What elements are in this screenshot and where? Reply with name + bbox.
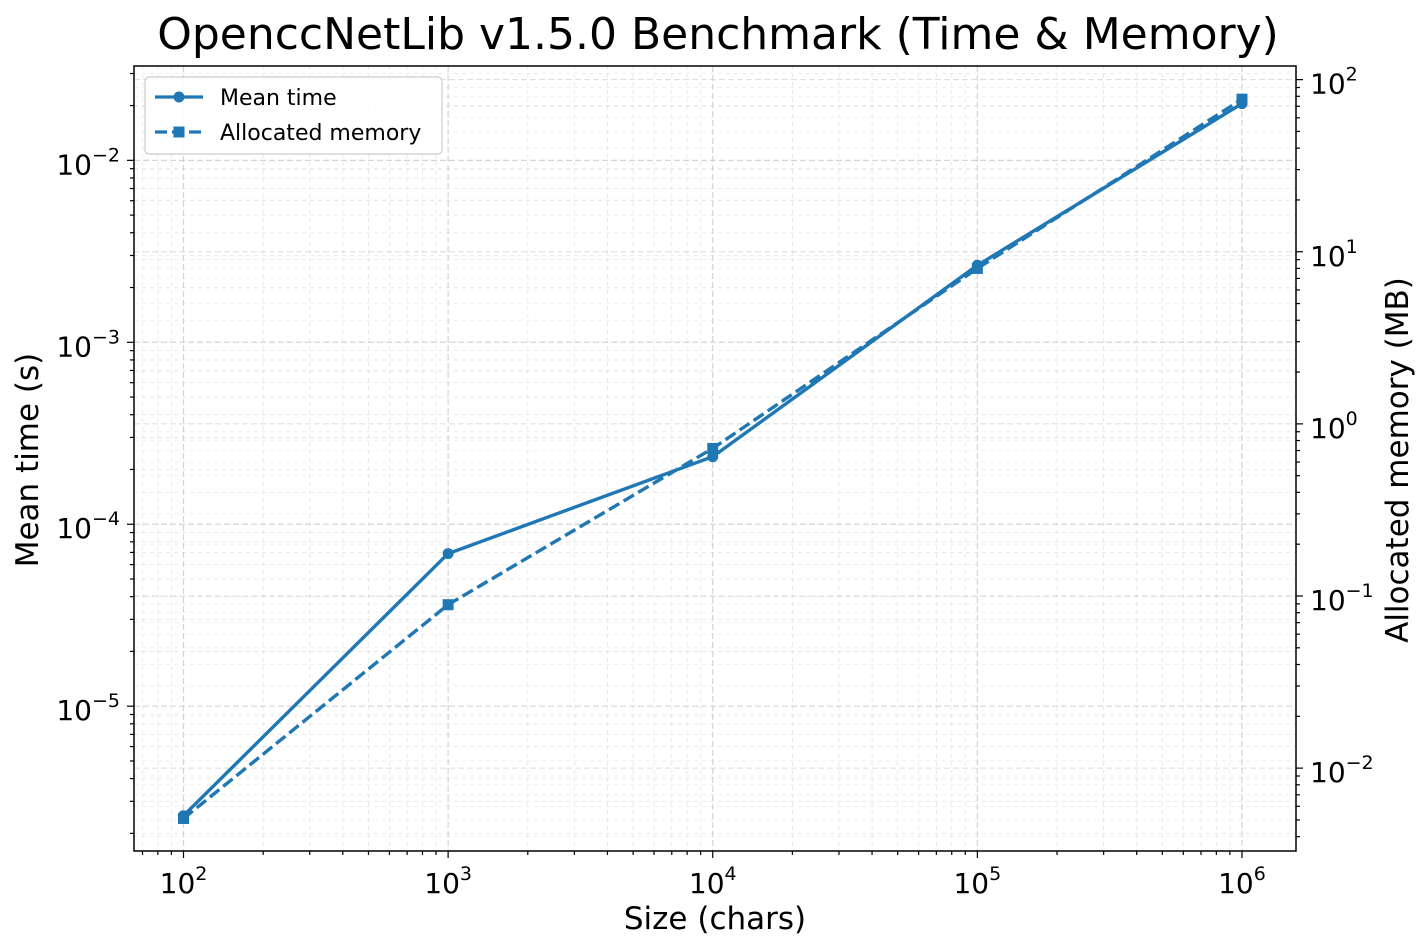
x-tick-label: 103 bbox=[424, 863, 472, 900]
tick-label-exponent: 2 bbox=[1346, 64, 1358, 86]
chart-title: OpenccNetLib v1.5.0 Benchmark (Time & Me… bbox=[157, 9, 1279, 60]
tick-label-base: 10 bbox=[953, 867, 989, 900]
y-tick-label: 10−3 bbox=[56, 326, 120, 363]
tick-label-base: 10 bbox=[56, 694, 92, 727]
y-tick-label: 10−2 bbox=[56, 144, 120, 181]
legend-label-allocated-memory: Allocated memory bbox=[220, 121, 421, 146]
data-point-circle bbox=[442, 548, 454, 560]
tick-label-base: 10 bbox=[689, 867, 725, 900]
tick-label-exponent: −2 bbox=[1346, 752, 1374, 774]
x-tick-label: 102 bbox=[160, 863, 208, 900]
tick-label-exponent: −1 bbox=[1346, 580, 1374, 602]
y-tick-label: 10−4 bbox=[56, 508, 120, 545]
tick-label-base: 10 bbox=[56, 512, 92, 545]
tick-label-base: 10 bbox=[1310, 68, 1346, 101]
tick-label-exponent: −2 bbox=[92, 144, 120, 166]
tick-label-base: 10 bbox=[1218, 867, 1254, 900]
tick-label-exponent: 2 bbox=[195, 863, 207, 885]
series-layer bbox=[178, 93, 1248, 824]
y2-tick-label: 101 bbox=[1310, 236, 1358, 273]
tick-label-exponent: 6 bbox=[1254, 863, 1266, 885]
y-axis-label: Mean time (s) bbox=[10, 353, 46, 568]
data-point-square bbox=[707, 442, 719, 454]
y2-tick-label: 102 bbox=[1310, 64, 1358, 101]
x-tick-label: 106 bbox=[1218, 863, 1266, 900]
legend-box bbox=[144, 76, 443, 155]
tick-label-exponent: −4 bbox=[92, 508, 120, 530]
tick-label-exponent: 0 bbox=[1346, 408, 1358, 430]
tick-label-base: 10 bbox=[56, 148, 92, 181]
legend-label-mean-time: Mean time bbox=[220, 86, 337, 111]
x-tick-label: 104 bbox=[689, 863, 737, 900]
tick-label-exponent: −5 bbox=[92, 690, 120, 712]
plot-area-frame bbox=[133, 65, 1297, 852]
x-tick-label: 105 bbox=[953, 863, 1001, 900]
data-point-square bbox=[1236, 93, 1248, 105]
legend-marker-mean-time bbox=[173, 91, 185, 103]
tick-label-base: 10 bbox=[160, 867, 196, 900]
data-point-square bbox=[178, 812, 190, 824]
legend: Mean time Allocated memory bbox=[144, 76, 443, 155]
y2-tick-label: 100 bbox=[1310, 408, 1358, 445]
legend-marker-allocated-memory bbox=[173, 126, 185, 138]
tick-label-exponent: 4 bbox=[725, 863, 737, 885]
y-tick-label: 10−5 bbox=[56, 690, 120, 727]
tick-label-base: 10 bbox=[1310, 412, 1346, 445]
tick-label-base: 10 bbox=[1310, 584, 1346, 617]
y2-tick-label: 10−2 bbox=[1310, 752, 1374, 789]
data-point-square bbox=[971, 262, 983, 274]
tick-label-exponent: 1 bbox=[1346, 236, 1358, 258]
tick-label-base: 10 bbox=[1310, 240, 1346, 273]
tick-label-base: 10 bbox=[56, 330, 92, 363]
tick-label-exponent: 3 bbox=[460, 863, 472, 885]
y2-tick-label: 10−1 bbox=[1310, 580, 1374, 617]
x-axis-label: Size (chars) bbox=[624, 901, 806, 937]
tick-label-base: 10 bbox=[1310, 756, 1346, 789]
y2-axis-label: Allocated memory (MB) bbox=[1380, 277, 1416, 643]
data-point-square bbox=[442, 599, 454, 611]
tick-label-exponent: 5 bbox=[989, 863, 1001, 885]
tick-label-base: 10 bbox=[424, 867, 460, 900]
tick-label-exponent: −3 bbox=[92, 326, 120, 348]
axis-ticks: 102 103 104 105 10610−510−410−310−210−210−11… bbox=[56, 64, 1373, 900]
data-point-circle bbox=[707, 451, 719, 463]
grid-lines bbox=[134, 66, 1296, 851]
